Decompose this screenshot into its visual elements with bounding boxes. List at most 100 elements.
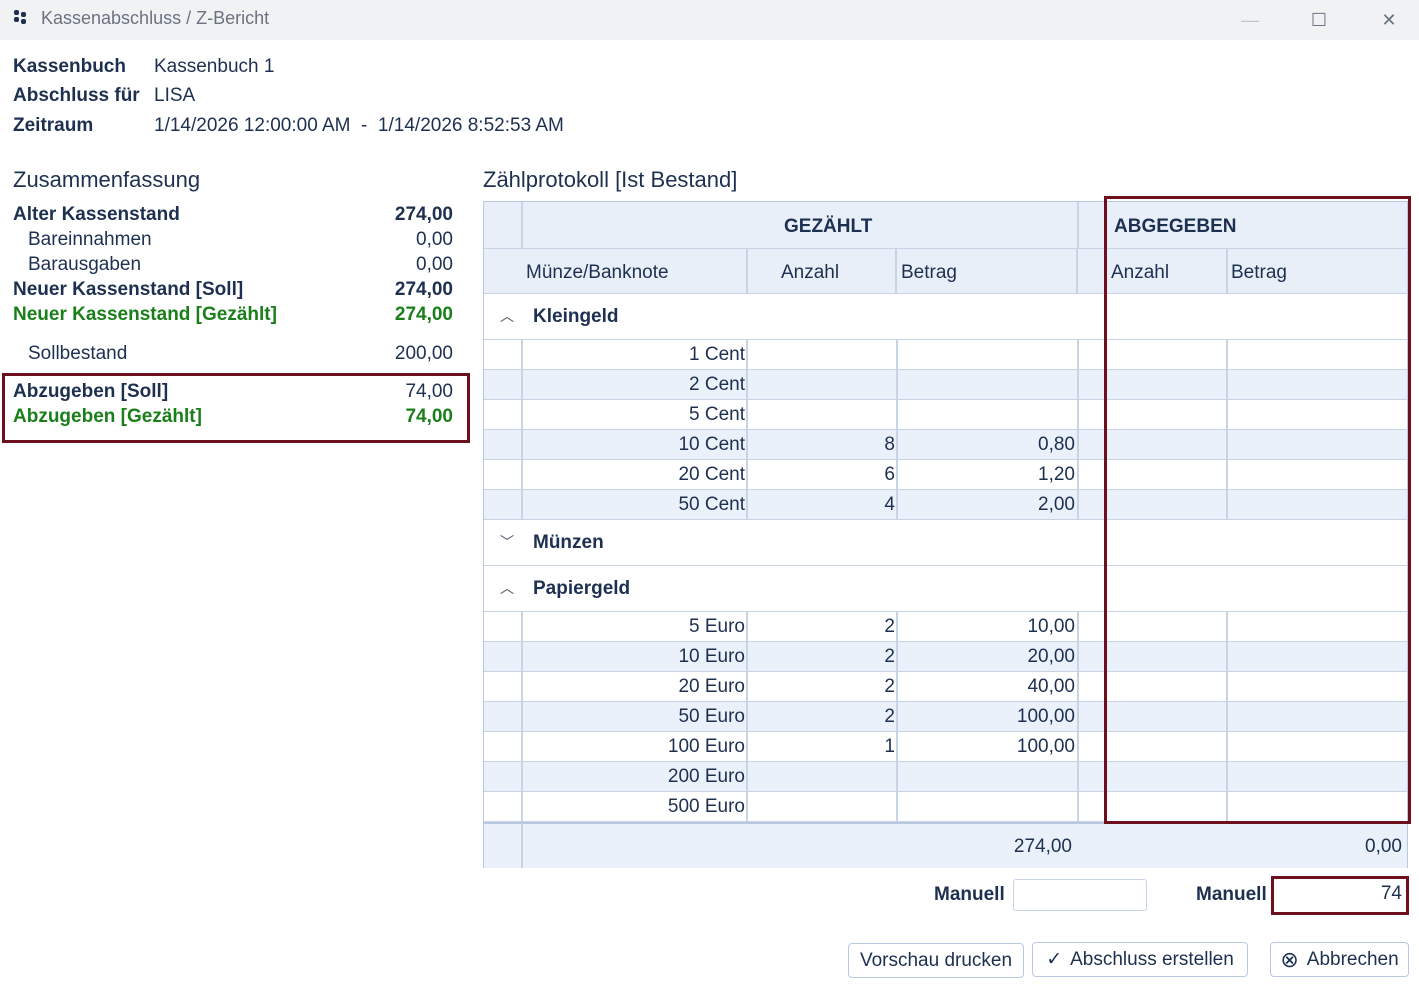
group-row-kleingeld[interactable]: ︿ Kleingeld: [484, 294, 1407, 340]
column-header-anzahl[interactable]: Anzahl: [781, 262, 840, 283]
betrag-cell[interactable]: [898, 792, 1075, 821]
denomination-cell: 10 Cent: [678, 434, 745, 455]
protocol-title: Zählprotokoll [Ist Bestand]: [483, 167, 738, 192]
chevron-up-icon[interactable]: ︿: [500, 308, 514, 324]
group-header-gezaehlt: GEZÄHLT: [784, 216, 873, 237]
column-header-betrag-abgegeben[interactable]: Betrag: [1231, 262, 1287, 283]
summary-row-einnahmen: Bareinnahmen 0,00: [28, 229, 453, 250]
betrag-cell[interactable]: 100,00: [1016, 736, 1075, 757]
create-closing-button[interactable]: ✓ Abschluss erstellen: [1032, 942, 1248, 977]
summary-row-alter: Alter Kassenstand 274,00: [13, 204, 453, 225]
summary-row-abz-gezaehlt: Abzugeben [Gezählt] 74,00: [13, 406, 453, 427]
totals-row: 274,00 0,00: [484, 822, 1407, 868]
highlight-abgegeben: [1104, 196, 1411, 824]
highlight-abzugeben: [2, 373, 470, 443]
maximize-button[interactable]: ☐: [1310, 9, 1328, 30]
total-gezaehlt: 274,00: [1013, 836, 1072, 857]
table-row[interactable]: 20 Cent 6 1,20: [484, 460, 1407, 490]
manuell-label-abgegeben: Manuell: [1196, 884, 1267, 905]
table-row[interactable]: 50 Cent 4 2,00: [484, 490, 1407, 520]
minimize-button[interactable]: —: [1241, 9, 1259, 30]
manuell-input-gezaehlt[interactable]: [1013, 879, 1147, 911]
denomination-cell: 5 Cent: [689, 404, 745, 425]
table-row[interactable]: 5 Cent: [484, 400, 1407, 430]
column-header-muenze[interactable]: Münze/Banknote: [526, 262, 669, 283]
denomination-cell: 500 Euro: [667, 796, 745, 817]
betrag-cell[interactable]: 20,00: [1027, 646, 1075, 667]
grid-header: GEZÄHLT ABGEGEBEN Münze/Banknote Anzahl …: [484, 202, 1407, 294]
table-row[interactable]: 2 Cent: [484, 370, 1407, 400]
manuell-input-abgegeben[interactable]: 74: [1275, 879, 1406, 911]
summary-row-neu-gezaehlt: Neuer Kassenstand [Gezählt] 274,00: [13, 304, 453, 325]
betrag-cell[interactable]: 1,20: [1038, 464, 1075, 485]
denomination-cell: 20 Euro: [678, 676, 745, 697]
table-row[interactable]: 1 Cent: [484, 340, 1407, 370]
betrag-cell[interactable]: [898, 400, 1075, 429]
table-row[interactable]: 10 Euro 2 20,00: [484, 642, 1407, 672]
denomination-cell: 50 Euro: [678, 706, 745, 727]
table-row[interactable]: 50 Euro 2 100,00: [484, 702, 1407, 732]
anzahl-cell[interactable]: 2: [884, 616, 895, 637]
preview-print-button[interactable]: Vorschau drucken: [848, 943, 1024, 978]
check-icon: ✓: [1046, 949, 1063, 970]
anzahl-cell[interactable]: 1: [884, 736, 895, 757]
denomination-cell: 50 Cent: [678, 494, 745, 515]
anzahl-cell[interactable]: 2: [884, 676, 895, 697]
anzahl-cell[interactable]: 2: [884, 646, 895, 667]
anzahl-cell[interactable]: [748, 340, 895, 369]
summary-title: Zusammenfassung: [13, 167, 201, 192]
denomination-cell: 200 Euro: [667, 766, 745, 787]
denomination-cell: 5 Euro: [689, 616, 745, 637]
count-protocol-grid: GEZÄHLT ABGEGEBEN Münze/Banknote Anzahl …: [483, 201, 1408, 868]
kassenbuch-label: Kassenbuch: [13, 56, 126, 77]
table-row[interactable]: 200 Euro: [484, 762, 1407, 792]
window-title: Kassenabschluss / Z-Bericht: [41, 8, 270, 28]
table-row[interactable]: 100 Euro 1 100,00: [484, 732, 1407, 762]
column-header-anzahl-abgegeben[interactable]: Anzahl: [1111, 262, 1170, 283]
table-row[interactable]: 10 Cent 8 0,80: [484, 430, 1407, 460]
betrag-cell[interactable]: [898, 370, 1075, 399]
denomination-cell: 1 Cent: [689, 344, 745, 365]
group-row-papiergeld[interactable]: ︿ Papiergeld: [484, 566, 1407, 612]
betrag-cell[interactable]: 100,00: [1016, 706, 1075, 727]
betrag-cell[interactable]: 2,00: [1038, 494, 1075, 515]
summary-row-ausgaben: Barausgaben 0,00: [28, 254, 453, 275]
group-row-muenzen[interactable]: ﹀ Münzen: [484, 520, 1407, 566]
anzahl-cell[interactable]: 6: [884, 464, 895, 485]
manuell-label-gezaehlt: Manuell: [934, 884, 1005, 905]
denomination-cell: 2 Cent: [689, 374, 745, 395]
zeitraum-value: 1/14/2026 12:00:00 AM - 1/14/2026 8:52:5…: [154, 115, 564, 136]
anzahl-cell[interactable]: 2: [884, 706, 895, 727]
app-icon: [14, 10, 28, 26]
chevron-up-icon[interactable]: ︿: [500, 580, 514, 596]
betrag-cell[interactable]: 40,00: [1027, 676, 1075, 697]
betrag-cell[interactable]: [898, 340, 1075, 369]
betrag-cell[interactable]: [898, 762, 1075, 791]
table-row[interactable]: 20 Euro 2 40,00: [484, 672, 1407, 702]
denomination-cell: 20 Cent: [678, 464, 745, 485]
column-header-betrag[interactable]: Betrag: [901, 262, 957, 283]
summary-row-sollbestand: Sollbestand 200,00: [28, 343, 453, 364]
anzahl-cell[interactable]: 4: [884, 494, 895, 515]
title-bar: Kassenabschluss / Z-Bericht — ☐ ✕: [0, 0, 1419, 40]
denomination-cell: 100 Euro: [667, 736, 745, 757]
anzahl-cell[interactable]: [748, 400, 895, 429]
zeitraum-label: Zeitraum: [13, 115, 94, 136]
anzahl-cell[interactable]: [748, 762, 895, 791]
denomination-cell: 10 Euro: [678, 646, 745, 667]
total-abgegeben: 0,00: [1365, 836, 1402, 857]
table-row[interactable]: 5 Euro 2 10,00: [484, 612, 1407, 642]
betrag-cell[interactable]: 0,80: [1038, 434, 1075, 455]
abschluss-value: LISA: [154, 85, 196, 106]
table-row[interactable]: 500 Euro: [484, 792, 1407, 822]
cancel-icon: ⊗: [1280, 946, 1299, 972]
kassenbuch-value: Kassenbuch 1: [154, 56, 275, 77]
betrag-cell[interactable]: 10,00: [1027, 616, 1075, 637]
anzahl-cell[interactable]: [748, 370, 895, 399]
close-button[interactable]: ✕: [1381, 9, 1397, 30]
chevron-down-icon[interactable]: ﹀: [500, 534, 514, 550]
cancel-button[interactable]: ⊗ Abbrechen: [1270, 942, 1409, 977]
summary-row-abz-soll: Abzugeben [Soll] 74,00: [13, 381, 453, 402]
anzahl-cell[interactable]: [748, 792, 895, 821]
anzahl-cell[interactable]: 8: [884, 434, 895, 455]
